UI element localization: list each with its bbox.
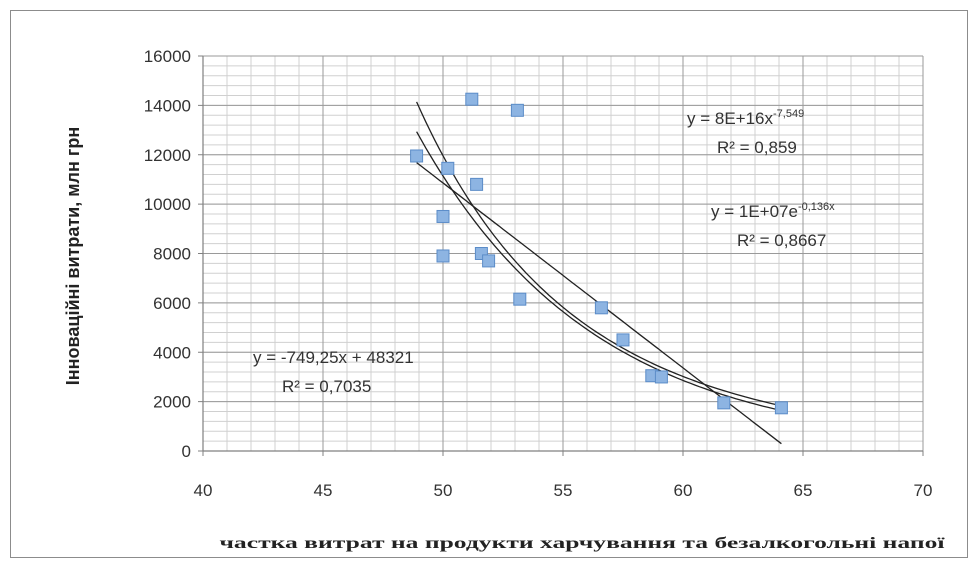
x-tick-label: 50 — [434, 481, 453, 500]
data-point — [717, 396, 731, 410]
power-r2: R² = 0,859 — [717, 138, 797, 157]
power-equation-base: y = 8E+16x — [687, 109, 774, 128]
exponential-equation: y = 1E+07e-0,136x — [711, 201, 835, 221]
power-equation-exponent: -7,549 — [773, 108, 804, 120]
data-point — [513, 292, 527, 306]
exponential-r2: R² = 0,8667 — [737, 231, 826, 250]
y-tick-label: 16000 — [144, 47, 191, 66]
data-point — [510, 103, 524, 117]
chart-frame: 0 2000 4000 6000 8000 10000 12000 14000 16000 40… — [10, 10, 968, 558]
linear-r2: R² = 0,7035 — [282, 377, 371, 396]
linear-equation: y = -749,25x + 48321 — [253, 348, 414, 367]
x-axis-label: частка витрат на продукти харчування та … — [220, 535, 946, 552]
power-equation: y = 8E+16x-7,549 — [687, 108, 804, 128]
y-tick-label: 12000 — [144, 146, 191, 165]
scatter-chart: 0 2000 4000 6000 8000 10000 12000 14000 16000 40… — [63, 47, 946, 552]
y-tick-label: 6000 — [153, 294, 191, 313]
y-tick-label: 8000 — [153, 245, 191, 264]
data-point — [482, 254, 496, 268]
exponential-equation-exponent: -0,136x — [798, 201, 835, 213]
y-tick-labels: 0 2000 4000 6000 8000 10000 12000 14000 16000 — [144, 47, 191, 461]
data-point — [470, 177, 484, 191]
exponential-equation-base: y = 1E+07e — [711, 202, 798, 221]
x-tick-label: 55 — [554, 481, 573, 500]
power-trendline — [416, 101, 782, 407]
data-point — [594, 301, 608, 315]
x-tick-label: 40 — [194, 481, 213, 500]
x-tick-label: 45 — [314, 481, 333, 500]
y-tick-label: 10000 — [144, 195, 191, 214]
data-point — [441, 161, 455, 175]
data-points — [410, 92, 788, 415]
data-point — [436, 209, 450, 223]
exponential-trendline — [416, 131, 782, 412]
data-point — [616, 333, 630, 347]
y-tick-label: 0 — [182, 442, 191, 461]
y-tick-label: 14000 — [144, 96, 191, 115]
y-axis-label: Інноваційні витрати, млн грн — [63, 127, 83, 385]
data-point — [774, 401, 788, 415]
y-tick-label: 4000 — [153, 343, 191, 362]
x-tick-label: 60 — [674, 481, 693, 500]
x-tick-label: 70 — [914, 481, 933, 500]
x-tick-label: 65 — [794, 481, 813, 500]
y-tick-label: 2000 — [153, 393, 191, 412]
data-point — [465, 92, 479, 106]
data-point — [436, 249, 450, 263]
data-point — [654, 370, 668, 384]
data-point — [410, 149, 424, 163]
x-tick-labels: 40 45 50 55 60 65 70 — [194, 481, 933, 500]
axes — [198, 55, 924, 456]
